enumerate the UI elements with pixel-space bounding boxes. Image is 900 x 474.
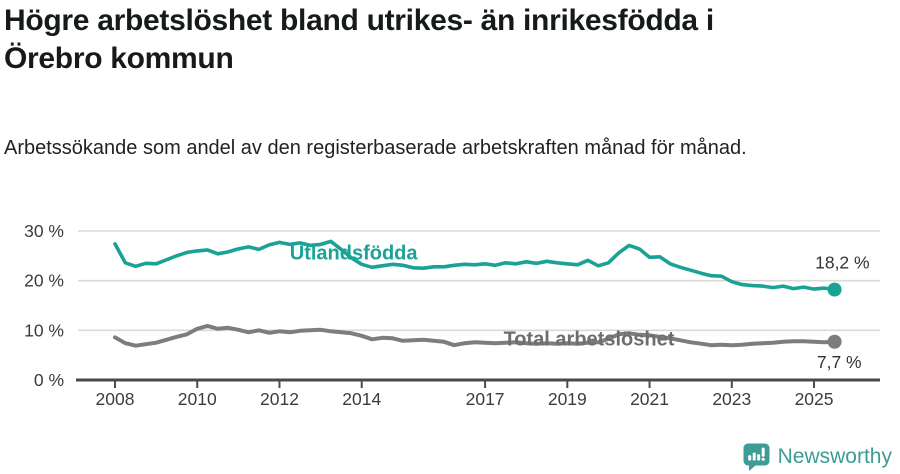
- chart-subtitle: Arbetssökande som andel av den registerb…: [4, 137, 747, 159]
- line-chart: 0 % 10 % 20 % 30 % 2008 2010 2012 2014 2017 2019…: [24, 221, 880, 409]
- x-tick-label-2023: 2023: [712, 389, 751, 409]
- end-value-label-utlandsfodda: 18,2 %: [815, 253, 869, 273]
- x-tick-label-2017: 2017: [466, 389, 505, 409]
- data-series: [113, 239, 842, 349]
- x-tick-label-2025: 2025: [795, 389, 834, 409]
- x-tick-label-2014: 2014: [342, 389, 381, 409]
- series-labels: Utlandsfödda 18,2 % Total arbetslöshet 7,7 …: [290, 242, 870, 371]
- page-title: Högre arbetslöshet bland utrikes- än inr…: [4, 4, 714, 75]
- y-tick-label-20: 20 %: [24, 271, 64, 291]
- x-axis-labels: 2008 2010 2012 2014 2017 2019 2021 2023 2025: [96, 389, 834, 409]
- x-axis: [76, 378, 880, 388]
- x-tick-label-2010: 2010: [178, 389, 217, 409]
- series-end-dot-total: [827, 334, 842, 349]
- series-line-total: [113, 323, 837, 348]
- series-label-total: Total arbetslöshet: [504, 328, 675, 350]
- newsworthy-brand-link[interactable]: Newsworthy: [743, 443, 892, 471]
- series-line-utlandsfodda: [113, 239, 837, 292]
- y-tick-label-10: 10 %: [24, 320, 64, 340]
- x-tick-label-2021: 2021: [630, 389, 669, 409]
- end-value-label-total: 7,7 %: [817, 352, 862, 372]
- series-end-dot-utlandsfodda: [827, 282, 842, 297]
- newsworthy-logo-icon: [743, 443, 770, 471]
- x-tick-label-2019: 2019: [548, 389, 587, 409]
- x-tick-label-2012: 2012: [260, 389, 299, 409]
- x-tick-label-2008: 2008: [96, 389, 135, 409]
- series-label-utlandsfodda: Utlandsfödda: [290, 242, 419, 264]
- gridlines: [78, 230, 880, 332]
- y-axis-labels: 0 % 10 % 20 % 30 %: [24, 221, 64, 390]
- y-tick-label-30: 30 %: [24, 221, 64, 241]
- y-tick-label-0: 0 %: [34, 370, 64, 390]
- brand-name: Newsworthy: [777, 445, 892, 468]
